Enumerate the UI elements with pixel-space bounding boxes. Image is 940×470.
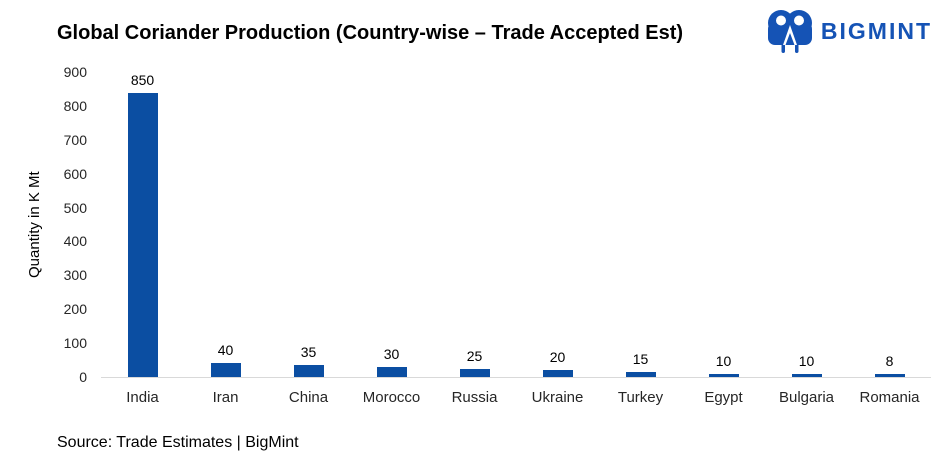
bigmint-people-icon [767, 10, 812, 53]
x-category-label: Turkey [617, 389, 664, 406]
bar-iran [210, 363, 241, 377]
x-category-label: Morocco [362, 389, 421, 406]
bar-value-label: 850 [130, 72, 155, 88]
bar-slot-iran: 40 [184, 72, 267, 377]
x-category-label: Iran [212, 389, 239, 406]
bar-ukraine [542, 370, 573, 377]
x-category-label: China [288, 389, 329, 406]
bar-slot-russia: 25 [433, 72, 516, 377]
bar-turkey [625, 371, 656, 377]
bar-bulgaria [791, 373, 822, 377]
bar-slot-india: 850 [101, 72, 184, 377]
bar-romania [874, 374, 905, 377]
chart-title: Global Coriander Production (Country-wis… [57, 22, 684, 44]
bar-value-label: 10 [798, 352, 815, 369]
bar-slot-morocco: 30 [350, 72, 433, 377]
y-tick-label: 900 [63, 64, 87, 80]
bar-value-label: 15 [632, 350, 649, 367]
bar-egypt [708, 373, 739, 377]
y-tick-label: 100 [63, 335, 87, 352]
bar-morocco [376, 366, 407, 377]
y-tick-label: 300 [63, 267, 87, 284]
x-category-label: Romania [859, 389, 920, 406]
bar-slot-ukraine: 20 [516, 72, 599, 377]
bigmint-logo-text: BIGMINT [820, 17, 932, 44]
bar-value-label: 40 [217, 342, 234, 359]
bar-russia [459, 368, 490, 377]
y-axis-ticks: 900 800 700 600 500 400 300 200 100 0 [64, 64, 931, 385]
bar-slot-turkey: 15 [599, 72, 682, 377]
source-note: Source: Trade Estimates | BigMint [57, 434, 299, 451]
y-tick-label: 500 [63, 199, 87, 216]
bar-value-label: 10 [715, 352, 732, 369]
bar-india [127, 93, 158, 377]
y-tick-label: 700 [63, 131, 87, 148]
bar-slot-egypt: 10 [682, 72, 765, 377]
y-tick-label: 400 [63, 233, 87, 250]
y-axis-title: Quantity in K Mt [26, 171, 43, 278]
x-axis-labels: India Iran China Morocco Russia Ukraine Turkey… [101, 389, 931, 406]
y-tick-label: 600 [63, 165, 87, 182]
x-category-label: India [126, 389, 159, 406]
x-category-label: Russia [451, 389, 498, 406]
bar-slot-china: 35 [267, 72, 350, 377]
plot-area: 900 800 700 600 500 400 300 200 100 0 850 40 35 30 25… [64, 64, 931, 385]
bar-value-label: 25 [466, 347, 483, 364]
x-category-label: Egypt [704, 389, 743, 406]
bar-slot-bulgaria: 10 [765, 72, 848, 377]
bar-slot-romania: 8 [848, 72, 931, 377]
x-category-label: Ukraine [531, 389, 584, 406]
bar-value-label: 35 [300, 344, 317, 361]
y-tick-label: 800 [63, 97, 87, 114]
bar-value-label: 30 [383, 345, 400, 362]
bar-value-label: 8 [885, 353, 894, 370]
bigmint-logo: BIGMINT [766, 8, 932, 54]
bar-series: 850 40 35 30 25 20 15 10 10 8 [101, 72, 931, 377]
y-tick-label: 200 [63, 301, 87, 318]
y-tick-label: 0 [79, 369, 87, 385]
bar-value-label: 20 [549, 349, 566, 366]
x-category-label: Bulgaria [778, 389, 835, 406]
bar-china [293, 365, 324, 377]
